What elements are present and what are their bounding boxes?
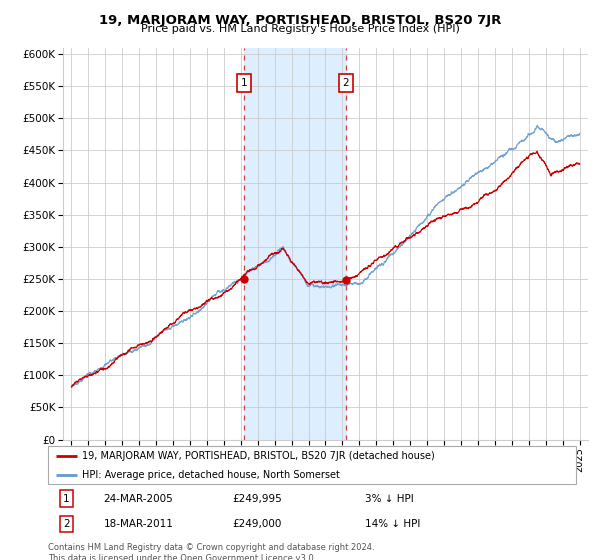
Text: 19, MARJORAM WAY, PORTISHEAD, BRISTOL, BS20 7JR: 19, MARJORAM WAY, PORTISHEAD, BRISTOL, B… (99, 14, 501, 27)
Text: 1: 1 (63, 493, 70, 503)
Text: 3% ↓ HPI: 3% ↓ HPI (365, 493, 413, 503)
Text: 2: 2 (63, 519, 70, 529)
Text: 24-MAR-2005: 24-MAR-2005 (103, 493, 173, 503)
Text: HPI: Average price, detached house, North Somerset: HPI: Average price, detached house, Nort… (82, 470, 340, 480)
Bar (244, 48, 346, 440)
Text: 19, MARJORAM WAY, PORTISHEAD, BRISTOL, BS20 7JR (detached house): 19, MARJORAM WAY, PORTISHEAD, BRISTOL, B… (82, 451, 435, 461)
Text: Price paid vs. HM Land Registry's House Price Index (HPI): Price paid vs. HM Land Registry's House … (140, 24, 460, 34)
Text: 18-MAR-2011: 18-MAR-2011 (103, 519, 173, 529)
Text: £249,000: £249,000 (233, 519, 282, 529)
Text: Contains HM Land Registry data © Crown copyright and database right 2024.
This d: Contains HM Land Registry data © Crown c… (48, 543, 374, 560)
Text: 1: 1 (241, 78, 248, 88)
Text: £249,995: £249,995 (233, 493, 283, 503)
Text: 14% ↓ HPI: 14% ↓ HPI (365, 519, 420, 529)
Text: 2: 2 (343, 78, 349, 88)
FancyBboxPatch shape (48, 446, 576, 484)
